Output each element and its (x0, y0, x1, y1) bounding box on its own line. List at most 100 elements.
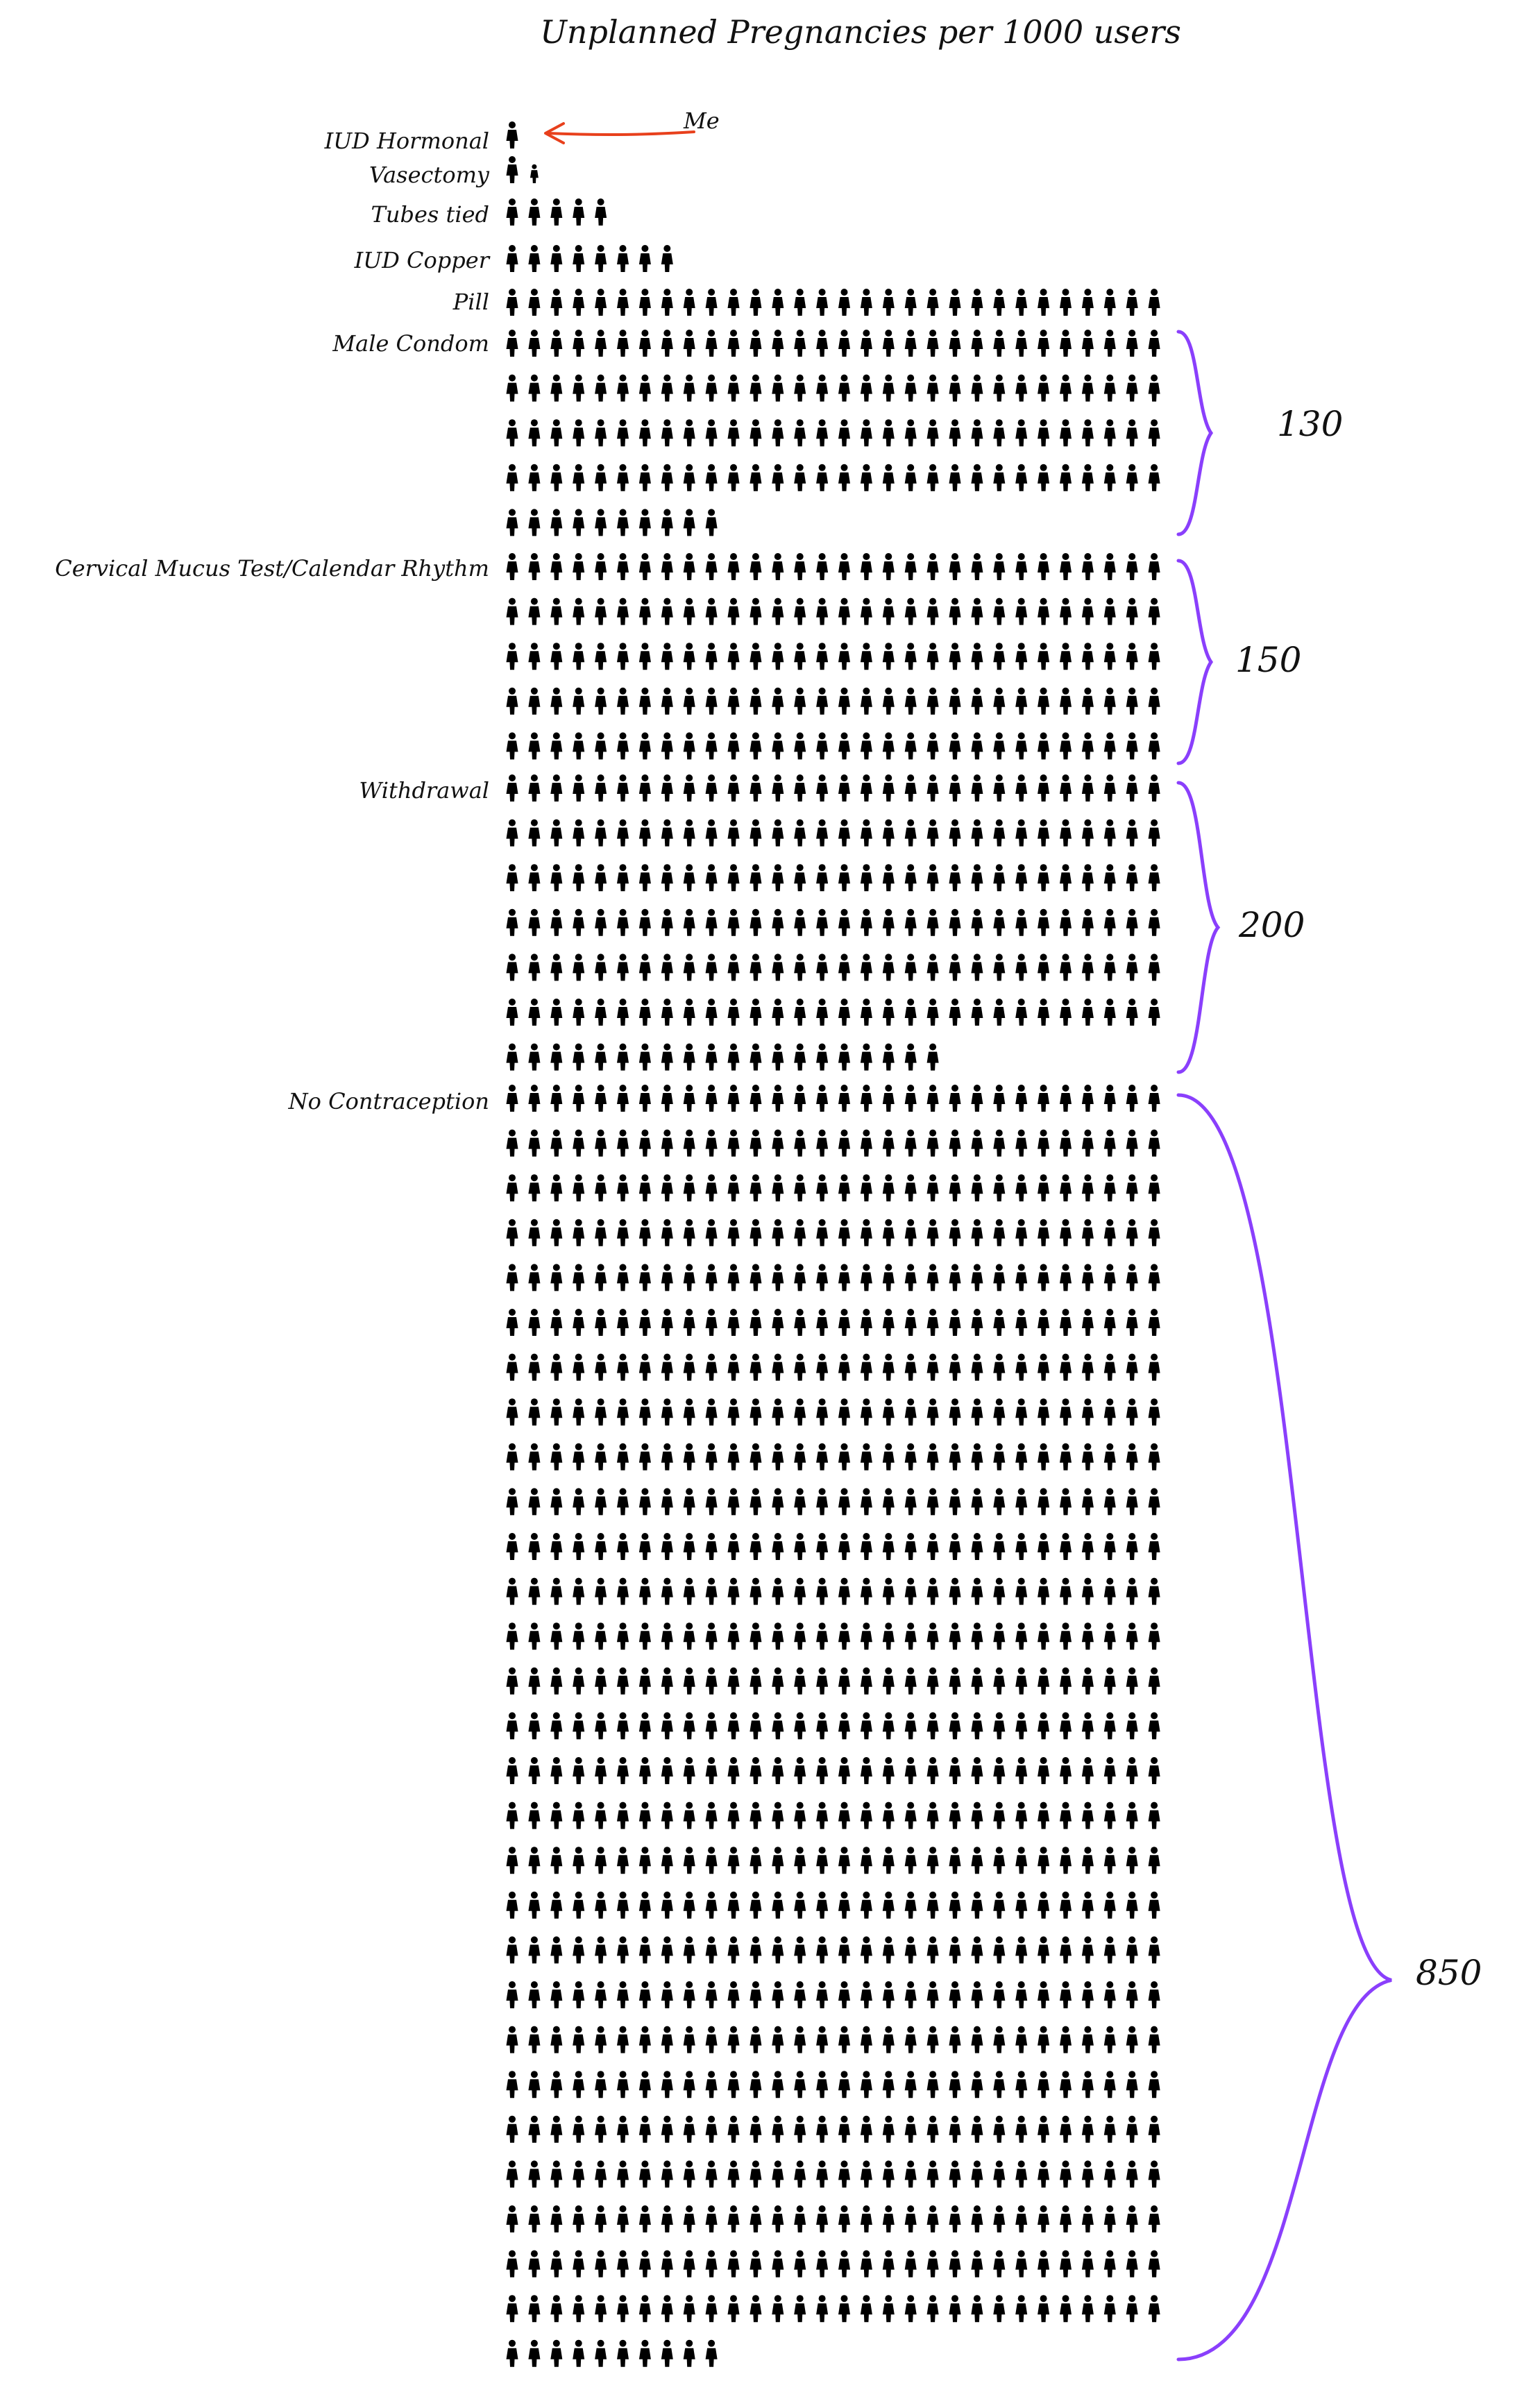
icon-no-contraception (506, 2026, 518, 2053)
icon-withdrawal (1103, 819, 1116, 847)
icon-male-condom (904, 464, 917, 491)
icon-male-condom (683, 419, 695, 447)
icon-no-contraception (705, 1891, 718, 1919)
icon-no-contraception (926, 1936, 939, 1964)
icon-no-contraception (904, 2205, 917, 2232)
icon-cervical-mucus-test-calendar-rhythm (794, 687, 806, 715)
icon-no-contraception (506, 1712, 518, 1740)
icon-no-contraception (1015, 2295, 1028, 2323)
icon-no-contraception (1038, 1712, 1050, 1740)
icon-no-contraception (638, 1622, 651, 1650)
icon-no-contraception (838, 2026, 850, 2053)
icon-withdrawal (661, 774, 673, 802)
icon-no-contraception (727, 2115, 740, 2143)
icon-no-contraception (1081, 1847, 1094, 1874)
icon-no-contraception (772, 2205, 784, 2232)
icon-no-contraception (1060, 1981, 1072, 2008)
icon-no-contraception (949, 2160, 961, 2188)
icon-no-contraception (1126, 1757, 1138, 1784)
icon-no-contraception (1015, 1801, 1028, 1829)
icon-no-contraception (528, 2339, 541, 2367)
icon-no-contraception (882, 2115, 895, 2143)
icon-no-contraception (573, 1981, 585, 2008)
icon-male-condom (993, 374, 1006, 402)
icon-no-contraception (860, 1757, 872, 1784)
icon-no-contraception (904, 1577, 917, 1605)
icon-no-contraception (661, 1936, 673, 1964)
icon-cervical-mucus-test-calendar-rhythm (550, 687, 563, 715)
icon-iud-copper (528, 245, 541, 272)
icon-withdrawal (661, 819, 673, 847)
icon-cervical-mucus-test-calendar-rhythm (750, 643, 762, 670)
icon-withdrawal (1015, 864, 1028, 892)
icon-cervical-mucus-test-calendar-rhythm (595, 553, 607, 580)
icon-withdrawal (705, 819, 718, 847)
icon-no-contraception (882, 1219, 895, 1246)
icon-no-contraception (772, 1981, 784, 2008)
icon-cervical-mucus-test-calendar-rhythm (993, 597, 1006, 625)
icon-cervical-mucus-test-calendar-rhythm (683, 687, 695, 715)
icon-no-contraception (683, 2160, 695, 2188)
icon-cervical-mucus-test-calendar-rhythm (1148, 687, 1160, 715)
icon-male-condom (971, 419, 983, 447)
icon-cervical-mucus-test-calendar-rhythm (1081, 597, 1094, 625)
icon-no-contraception (573, 1085, 585, 1112)
icon-no-contraception (1148, 1353, 1160, 1381)
icon-iud-copper (595, 245, 607, 272)
icon-no-contraception (993, 1219, 1006, 1246)
icon-male-condom (838, 419, 850, 447)
icon-withdrawal (638, 1043, 651, 1071)
icon-cervical-mucus-test-calendar-rhythm (971, 643, 983, 670)
icon-pill (882, 289, 895, 316)
icon-no-contraception (860, 1577, 872, 1605)
icon-no-contraception (617, 1981, 629, 2008)
icon-male-condom (1060, 374, 1072, 402)
icon-no-contraception (1126, 1667, 1138, 1695)
icon-no-contraception (993, 1443, 1006, 1470)
icon-no-contraception (772, 1264, 784, 1291)
icon-pill (705, 289, 718, 316)
icon-no-contraception (638, 1219, 651, 1246)
icon-no-contraception (1015, 2071, 1028, 2098)
icon-cervical-mucus-test-calendar-rhythm (617, 687, 629, 715)
icon-no-contraception (794, 1353, 806, 1381)
icon-withdrawal (882, 1043, 895, 1071)
icon-withdrawal (1038, 774, 1050, 802)
icon-no-contraception (638, 1667, 651, 1695)
icon-no-contraception (550, 1936, 563, 1964)
icon-cervical-mucus-test-calendar-rhythm (705, 553, 718, 580)
icon-no-contraception (971, 2250, 983, 2278)
icon-no-contraception (794, 2071, 806, 2098)
icon-no-contraception (506, 1801, 518, 1829)
label-iud-copper: IUD Copper (354, 247, 491, 273)
icon-withdrawal (750, 774, 762, 802)
icon-pill (727, 289, 740, 316)
icon-cervical-mucus-test-calendar-rhythm (750, 687, 762, 715)
icon-no-contraception (794, 1622, 806, 1650)
icon-no-contraception (638, 1981, 651, 2008)
icon-no-contraception (638, 1801, 651, 1829)
icon-no-contraception (727, 1936, 740, 1964)
icon-no-contraception (860, 1353, 872, 1381)
label-cervical-mucus-test-calendar-rhythm: Cervical Mucus Test/Calendar Rhythm (55, 555, 489, 582)
icon-no-contraception (904, 1981, 917, 2008)
icon-no-contraception (860, 1847, 872, 1874)
icon-withdrawal (838, 774, 850, 802)
icon-no-contraception (794, 1847, 806, 1874)
icon-no-contraception (638, 1174, 651, 1202)
icon-no-contraception (772, 1219, 784, 1246)
icon-cervical-mucus-test-calendar-rhythm (882, 553, 895, 580)
icon-male-condom (683, 374, 695, 402)
icon-no-contraception (838, 1847, 850, 1874)
icon-no-contraception (1060, 1219, 1072, 1246)
icon-cervical-mucus-test-calendar-rhythm (1126, 732, 1138, 760)
icon-no-contraception (971, 1174, 983, 1202)
icon-cervical-mucus-test-calendar-rhythm (772, 597, 784, 625)
category-labels: IUD Hormonal Vasectomy Tubes tied IUD Coppe… (55, 128, 490, 1114)
icon-cervical-mucus-test-calendar-rhythm (528, 597, 541, 625)
icon-cervical-mucus-test-calendar-rhythm (727, 732, 740, 760)
icon-male-condom (904, 330, 917, 357)
icon-no-contraception (595, 2205, 607, 2232)
icon-no-contraception (904, 1533, 917, 1560)
